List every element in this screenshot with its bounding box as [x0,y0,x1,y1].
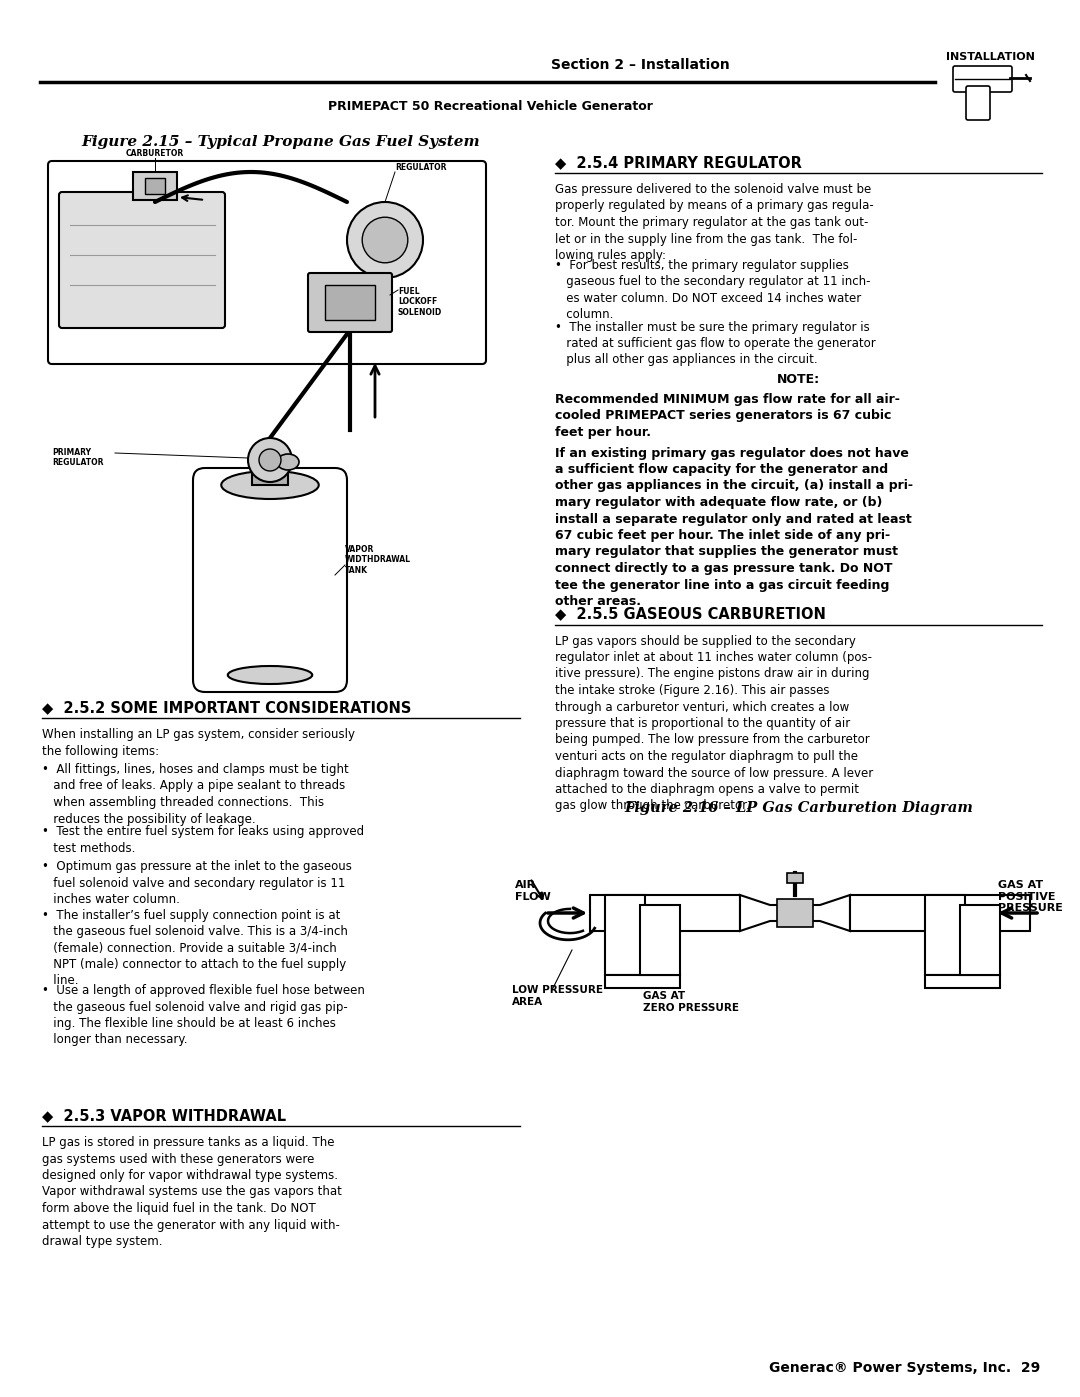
Text: •  All fittings, lines, hoses and clamps must be tight
   and free of leaks. App: • All fittings, lines, hoses and clamps … [42,763,349,826]
FancyBboxPatch shape [193,468,347,692]
Text: ◆  2.5.3 VAPOR WITHDRAWAL: ◆ 2.5.3 VAPOR WITHDRAWAL [42,1108,286,1123]
Text: AIR
FLOW: AIR FLOW [515,880,551,901]
Text: LP gas is stored in pressure tanks as a liquid. The
gas systems used with these : LP gas is stored in pressure tanks as a … [42,1136,342,1248]
Bar [924,895,966,975]
Text: ◆  2.5.5 GASEOUS CARBURETION: ◆ 2.5.5 GASEOUS CARBURETION [555,606,826,622]
Bar [924,975,1000,988]
Text: PRIMEPACT 50 Recreational Vehicle Generator: PRIMEPACT 50 Recreational Vehicle Genera… [327,101,652,113]
Polygon shape [740,895,850,930]
Text: Generac® Power Systems, Inc.  29: Generac® Power Systems, Inc. 29 [769,1361,1040,1375]
Text: •  Use a length of approved flexible fuel hose between
   the gaseous fuel solen: • Use a length of approved flexible fuel… [42,983,365,1046]
Text: If an existing primary gas regulator does not have
a sufficient flow capacity fo: If an existing primary gas regulator doe… [555,447,913,608]
Text: •  The installer’s fuel supply connection point is at
   the gaseous fuel soleno: • The installer’s fuel supply connection… [42,908,348,988]
FancyBboxPatch shape [966,87,990,120]
Bar [640,905,680,975]
Text: FUEL
LOCKOFF
SOLENOID: FUEL LOCKOFF SOLENOID [399,286,442,317]
Bar [960,905,1000,975]
Ellipse shape [276,454,299,469]
Circle shape [362,217,408,263]
Text: CARBURETOR: CARBURETOR [126,149,184,158]
Text: PRIMARY
REGULATOR: PRIMARY REGULATOR [52,448,104,468]
Text: LP gas vapors should be supplied to the secondary
regulator inlet at about 11 in: LP gas vapors should be supplied to the … [555,634,874,813]
Ellipse shape [221,471,319,499]
Circle shape [259,448,281,471]
Text: ◆  2.5.4 PRIMARY REGULATOR: ◆ 2.5.4 PRIMARY REGULATOR [555,155,801,170]
FancyBboxPatch shape [59,191,225,328]
Text: NOTE:: NOTE: [777,373,820,386]
Text: LOW PRESSURE
AREA: LOW PRESSURE AREA [512,985,603,1007]
Bar [145,177,165,194]
Text: Figure 2.15 – Typical Propane Gas Fuel System: Figure 2.15 – Typical Propane Gas Fuel S… [82,136,481,149]
Text: •  Test the entire fuel system for leaks using approved
   test methods.: • Test the entire fuel system for leaks … [42,826,364,855]
Text: GAS AT
POSITIVE
PRESSURE: GAS AT POSITIVE PRESSURE [998,880,1063,914]
FancyBboxPatch shape [953,66,1012,92]
Text: Section 2 – Installation: Section 2 – Installation [551,59,730,73]
Text: INSTALLATION: INSTALLATION [946,52,1035,61]
Bar [325,285,375,320]
Circle shape [248,439,292,482]
Bar [133,172,177,200]
Text: VAPOR
WIDTHDRAWAL
TANK: VAPOR WIDTHDRAWAL TANK [345,545,411,576]
Text: When installing an LP gas system, consider seriously
the following items:: When installing an LP gas system, consid… [42,728,355,757]
Ellipse shape [228,666,312,685]
Circle shape [347,203,423,278]
Bar [787,873,804,883]
FancyBboxPatch shape [48,161,486,365]
Text: •  For best results, the primary regulator supplies
   gaseous fuel to the secon: • For best results, the primary regulato… [555,258,870,321]
Bar [777,900,813,928]
Text: •  Optimum gas pressure at the inlet to the gaseous
   fuel solenoid valve and s: • Optimum gas pressure at the inlet to t… [42,861,352,907]
Text: •  The installer must be sure the primary regulator is
   rated at sufficient ga: • The installer must be sure the primary… [555,320,876,366]
Bar [605,895,645,975]
Text: Gas pressure delivered to the solenoid valve must be
properly regulated by means: Gas pressure delivered to the solenoid v… [555,183,874,263]
Text: GAS AT
ZERO PRESSURE: GAS AT ZERO PRESSURE [643,990,739,1013]
Text: Figure 2.16 – LP Gas Carburetion Diagram: Figure 2.16 – LP Gas Carburetion Diagram [624,800,973,814]
Bar [850,895,1030,930]
Text: REGULATOR: REGULATOR [395,163,446,172]
Text: ◆  2.5.2 SOME IMPORTANT CONSIDERATIONS: ◆ 2.5.2 SOME IMPORTANT CONSIDERATIONS [42,700,411,715]
Bar [252,455,288,485]
FancyBboxPatch shape [308,272,392,332]
Text: Recommended MINIMUM gas flow rate for all air-
cooled PRIMEPACT series generator: Recommended MINIMUM gas flow rate for al… [555,393,900,439]
Bar [590,895,740,930]
Bar [605,975,680,988]
